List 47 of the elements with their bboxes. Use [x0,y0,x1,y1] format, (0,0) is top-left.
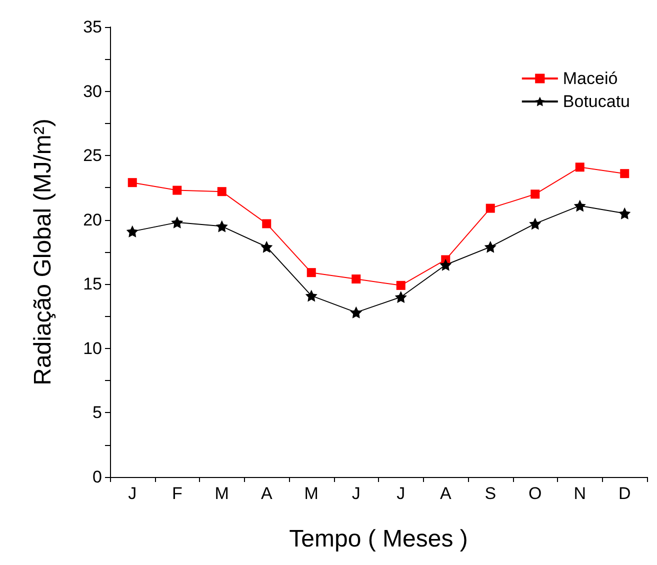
y-tick-label: 15 [83,274,102,294]
point [574,200,586,212]
point [350,306,362,318]
x-tick-label: A [260,484,273,503]
point [575,162,584,172]
point [262,219,272,228]
x-tick-label: J [396,484,406,503]
x-tick-label: J [352,484,360,503]
legend-label: Botucatu [562,92,630,111]
point [216,220,228,232]
x-tick-label: M [214,484,229,503]
x-tick-label: J [128,484,137,503]
point [171,216,184,228]
y-tick-label: 20 [83,210,102,230]
point [126,225,138,238]
legend-label: Maceió [562,69,618,88]
point [618,207,631,220]
x-tick-label: F [172,484,182,503]
y-tick-label: 10 [83,338,102,358]
point [394,291,407,303]
point [440,258,452,271]
x-tick-label: O [528,484,542,503]
x-tick-label: D [618,484,631,503]
y-axis-title: Radiação Global (MJ/m²) [30,118,56,386]
point [530,190,540,199]
point [352,274,361,284]
y-tick-label: 35 [83,18,102,36]
y-tick-label: 25 [83,146,102,166]
y-tick-label: 5 [92,403,102,422]
y-tick-label: 30 [83,82,102,101]
point [172,186,182,195]
x-tick-label: A [440,484,452,503]
point [306,268,316,278]
point [396,280,406,290]
point [529,218,542,230]
point [620,169,630,178]
point [128,178,137,188]
x-axis-title: Tempo ( Meses ) [289,526,468,552]
point [484,240,496,253]
point [305,290,318,302]
x-tick-label: M [304,484,318,503]
point [217,187,226,196]
x-tick-label: S [484,484,496,503]
point [260,240,273,253]
y-tick-label: 0 [92,468,102,486]
point [486,204,495,213]
x-tick-label: N [574,484,586,503]
